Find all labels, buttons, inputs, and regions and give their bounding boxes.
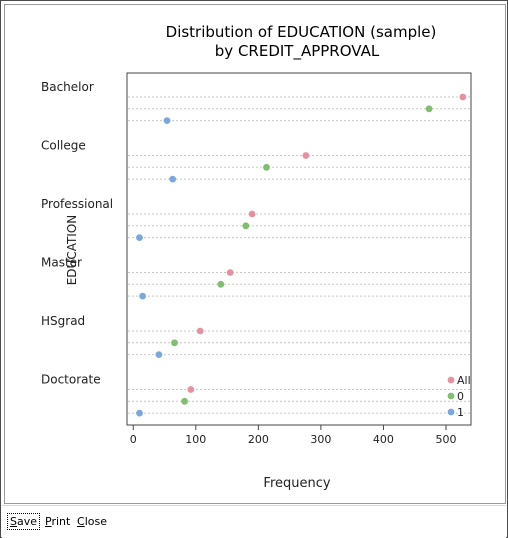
- point-hsgrad-all: [196, 327, 204, 335]
- window-button-bar: Save Print Close: [2, 505, 506, 538]
- point-master-0: [217, 280, 225, 288]
- x-tick-label: 300: [310, 433, 331, 446]
- x-tick-label: 400: [373, 433, 394, 446]
- plot-area: [126, 72, 472, 426]
- legend-label-1: 1: [457, 406, 464, 419]
- y-axis-label: EDUCATION: [65, 215, 79, 286]
- point-bachelor-all: [459, 93, 467, 101]
- chart-canvas: Distribution of EDUCATION (sample) by CR…: [41, 23, 472, 491]
- grid-lines: [128, 96, 470, 414]
- legend-label-all: All: [457, 374, 471, 387]
- point-doctorate-all: [187, 386, 195, 393]
- point-professional-1: [136, 234, 143, 242]
- legend-marker-0: [447, 392, 455, 400]
- point-college-0: [263, 163, 270, 171]
- point-master-1: [139, 292, 147, 300]
- category-label-professional: Professional: [41, 197, 113, 211]
- category-label-doctorate: Doctorate: [41, 373, 101, 387]
- point-hsgrad-0: [171, 339, 178, 347]
- legend: All 0 1: [447, 374, 471, 419]
- print-button[interactable]: Print: [45, 515, 71, 528]
- category-label-bachelor: Bachelor: [41, 80, 94, 94]
- chart-frame: Distribution of EDUCATION (sample) by CR…: [4, 4, 506, 504]
- x-axis: 0 100 200 300 400 500: [130, 425, 456, 446]
- x-tick-label: 100: [185, 433, 206, 446]
- chart-title-line2: by CREDIT_APPROVAL: [215, 42, 380, 61]
- point-hsgrad-1: [155, 351, 163, 358]
- legend-marker-all: [447, 376, 455, 384]
- point-bachelor-0: [425, 105, 433, 113]
- point-doctorate-0: [181, 397, 188, 405]
- point-bachelor-1: [163, 117, 171, 124]
- category-label-hsgrad: HSgrad: [41, 314, 85, 328]
- category-labels: Bachelor College Professional Master HSgrad D…: [41, 80, 113, 387]
- chart-title-line1: Distribution of EDUCATION (sample): [166, 23, 437, 41]
- x-tick-label: 200: [248, 433, 269, 446]
- close-button[interactable]: Close: [77, 515, 107, 528]
- x-tick-label: 0: [130, 433, 137, 446]
- save-button[interactable]: Save: [6, 513, 41, 530]
- point-professional-0: [242, 222, 250, 230]
- category-label-master: Master: [41, 256, 82, 270]
- point-master-all: [226, 269, 234, 276]
- x-axis-label: Frequency: [263, 476, 330, 491]
- legend-label-0: 0: [457, 390, 464, 403]
- legend-marker-1: [447, 408, 455, 416]
- point-doctorate-1: [136, 409, 143, 417]
- point-professional-all: [248, 210, 256, 218]
- point-college-1: [169, 175, 177, 183]
- category-label-college: College: [41, 139, 86, 153]
- point-college-all: [302, 152, 310, 159]
- x-tick-label: 500: [435, 433, 456, 446]
- data-points: [136, 93, 467, 417]
